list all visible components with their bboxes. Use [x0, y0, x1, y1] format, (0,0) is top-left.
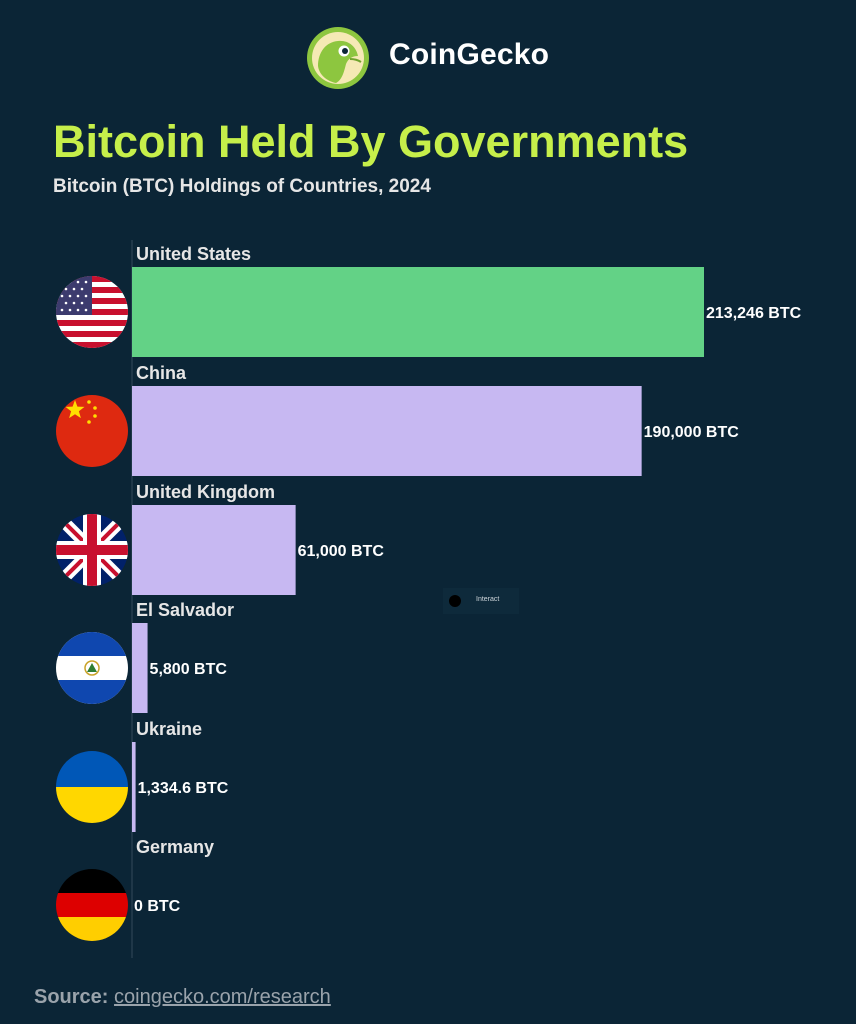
value-label: 1,334.6 BTC	[138, 780, 229, 797]
page-title: Bitcoin Held By Governments	[53, 116, 689, 167]
us-flag-icon	[56, 276, 128, 348]
uk-flag-icon	[56, 514, 128, 586]
el-salvador-flag-icon	[56, 632, 128, 704]
category-label: Ukraine	[136, 719, 202, 739]
bar-group: United States 213,246 BTC China 190,000 BTC…	[132, 244, 802, 915]
category-label: United Kingdom	[136, 482, 275, 502]
category-label: China	[136, 363, 187, 383]
category-label: El Salvador	[136, 600, 234, 620]
bar	[132, 623, 148, 713]
value-label: 190,000 BTC	[644, 424, 740, 441]
brand-name: CoinGecko	[389, 38, 550, 71]
germany-flag-icon	[56, 869, 128, 941]
bar	[132, 386, 642, 476]
bar	[132, 742, 136, 832]
value-label: 5,800 BTC	[150, 661, 228, 678]
watermark-label: Interact	[476, 596, 500, 603]
interact-watermark[interactable]: Interact	[443, 588, 519, 614]
bar	[132, 267, 704, 357]
source-line: Source: coingecko.com/research	[34, 986, 331, 1009]
value-label: 0 BTC	[134, 898, 181, 915]
value-label: 213,246 BTC	[706, 305, 802, 322]
category-label: United States	[136, 244, 251, 264]
category-label: Germany	[136, 837, 214, 857]
value-label: 61,000 BTC	[298, 543, 385, 560]
page-subtitle: Bitcoin (BTC) Holdings of Countries, 202…	[53, 176, 431, 197]
source-link[interactable]: coingecko.com/research	[114, 986, 331, 1008]
china-flag-icon	[56, 395, 128, 467]
coingecko-logo-icon	[307, 27, 369, 89]
ukraine-flag-icon	[56, 751, 128, 823]
bomb-icon	[449, 595, 461, 607]
bar	[132, 505, 296, 595]
brand-header: CoinGecko	[0, 26, 856, 90]
source-label: Source:	[34, 986, 109, 1008]
